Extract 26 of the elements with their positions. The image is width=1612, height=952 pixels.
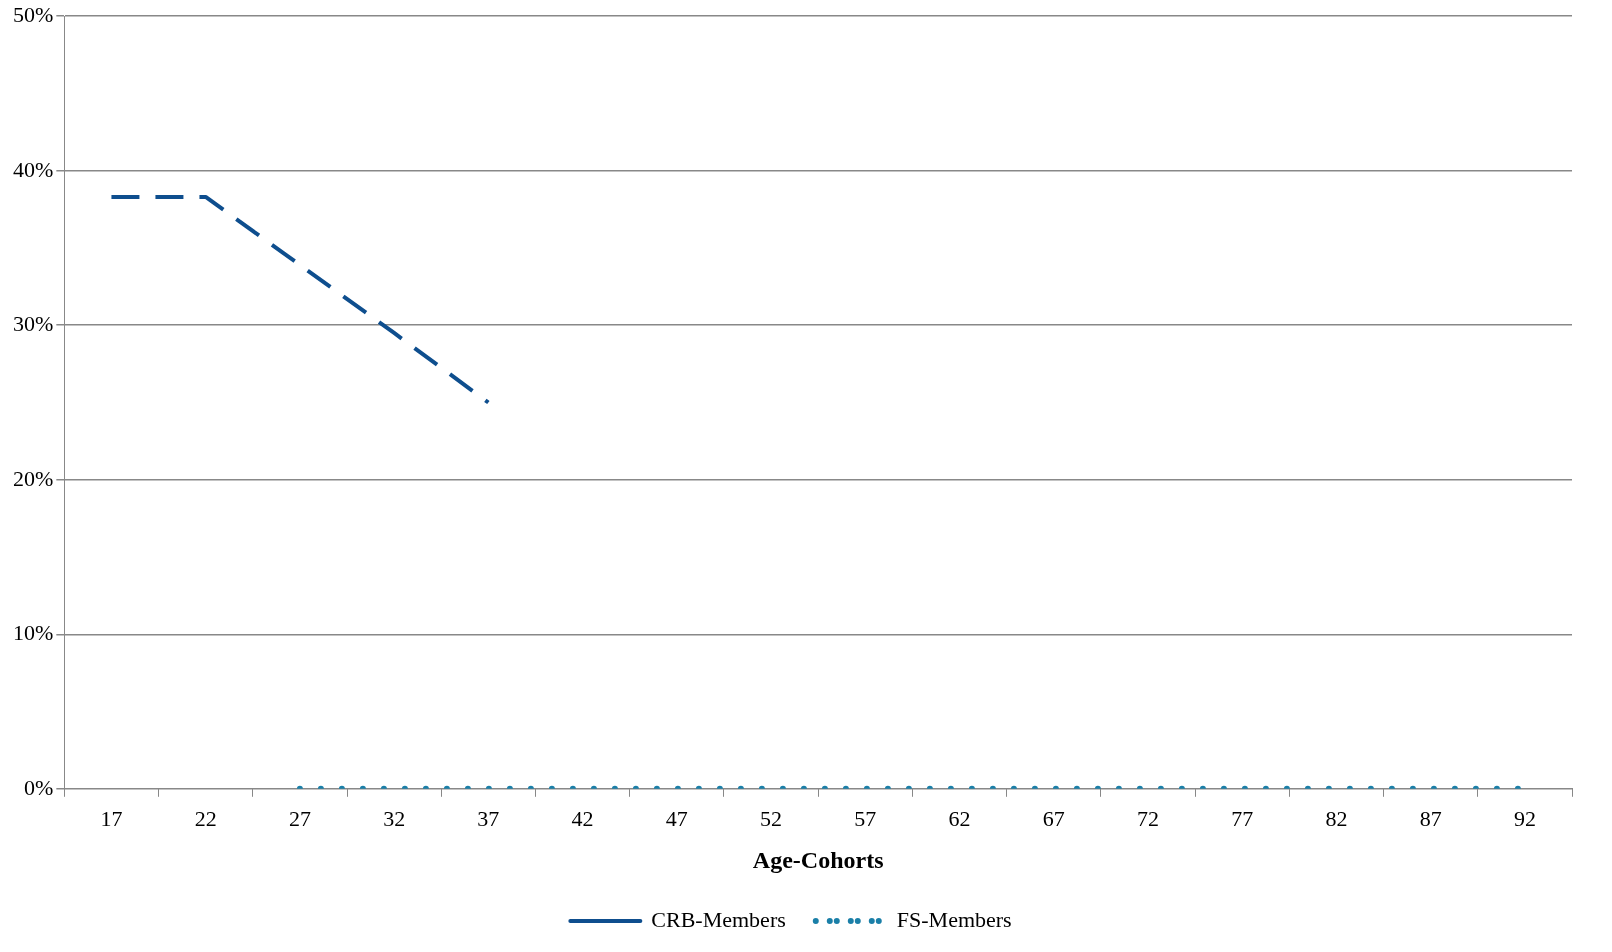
- x-tick-label: 27: [288, 805, 311, 831]
- x-tick-label: 52: [760, 805, 783, 831]
- y-tick-label: 30%: [13, 311, 54, 337]
- x-tick-label: 82: [1325, 805, 1348, 831]
- x-tick-label: 57: [854, 805, 877, 831]
- x-tick-label: 47: [665, 805, 688, 831]
- x-tick-label: 37: [477, 805, 500, 831]
- x-tick-label: 17: [100, 805, 123, 831]
- line-series: [109, 194, 491, 405]
- x-tick-label: 67: [1042, 805, 1065, 831]
- y-tick-label: 40%: [13, 156, 54, 182]
- y-tick-label: 20%: [13, 465, 54, 491]
- legend-label: CRB-Members: [651, 906, 786, 932]
- x-tick-label: 72: [1136, 805, 1159, 831]
- y-tick-label: 10%: [13, 620, 54, 646]
- y-tick-label: 50%: [13, 1, 54, 27]
- x-tick-label: 32: [383, 805, 406, 831]
- x-tick-label: 92: [1513, 805, 1536, 831]
- x-axis-title: Age-Cohorts: [752, 846, 884, 873]
- x-tick-label: 42: [571, 805, 594, 831]
- x-tick-label: 62: [948, 805, 971, 831]
- legend-label: FS-Members: [896, 906, 1012, 932]
- x-tick-label: 22: [194, 805, 217, 831]
- x-tick-label: 77: [1231, 805, 1254, 831]
- x-tick-label: 87: [1419, 805, 1442, 831]
- y-tick-label: 0%: [24, 774, 54, 800]
